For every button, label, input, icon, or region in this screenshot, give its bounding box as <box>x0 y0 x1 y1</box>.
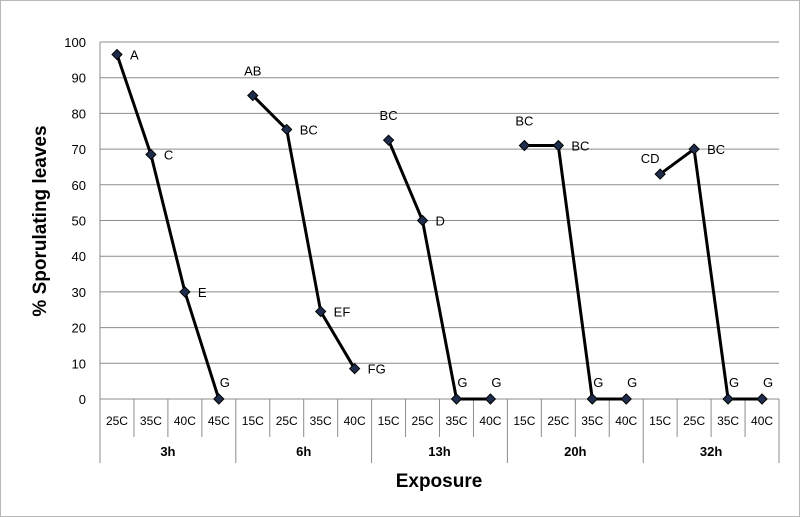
data-point-marker <box>654 168 666 180</box>
x-category-label: 40C <box>174 414 196 428</box>
y-tick-label: 50 <box>72 214 86 229</box>
data-point-marker <box>179 286 191 298</box>
x-category-label: 25C <box>412 414 434 428</box>
y-tick-label: 70 <box>72 142 86 157</box>
significance-letter: G <box>593 375 603 390</box>
y-tick-label: 40 <box>72 249 86 264</box>
series-line-3h <box>115 54 221 400</box>
x-group-label: 6h <box>296 444 311 459</box>
significance-letters: A C E G AB BC EF FG BC D G G BC BC G G CD BC G G <box>130 47 773 390</box>
x-group-label: 32h <box>700 444 722 459</box>
x-category-label: 15C <box>649 414 671 428</box>
data-point-marker <box>416 214 429 227</box>
y-tick-label: 90 <box>72 71 86 86</box>
x-category-label: 40C <box>479 414 501 428</box>
y-tick-labels: 0 10 20 30 40 50 60 70 80 90 100 <box>64 35 86 407</box>
data-markers <box>111 48 768 405</box>
significance-letter: BC <box>380 108 398 123</box>
data-point-marker <box>348 362 361 375</box>
y-tick-label: 30 <box>72 285 86 300</box>
x-axis: 25C 35C 40C 45C 3h 15C 25C 35C 40C 6h 15C 25C 35C 40C… <box>99 399 780 463</box>
significance-letter: G <box>627 375 637 390</box>
significance-letter: G <box>763 375 773 390</box>
data-point-marker <box>450 393 463 405</box>
data-point-marker <box>756 393 768 405</box>
significance-letter: E <box>198 285 207 300</box>
data-point-marker <box>688 143 700 155</box>
data-point-marker <box>722 393 734 405</box>
y-axis-title: % Sporulating leaves <box>30 125 51 316</box>
x-category-label: 15C <box>378 414 400 428</box>
significance-letter: D <box>436 214 445 229</box>
x-category-label: 35C <box>140 414 162 428</box>
significance-letter: A <box>130 47 139 62</box>
data-point-marker <box>213 393 225 405</box>
series-lines <box>115 54 762 401</box>
significance-letter: BC <box>515 114 533 129</box>
series-line-20h <box>524 144 627 401</box>
x-category-label: 40C <box>751 414 773 428</box>
data-point-marker <box>247 89 259 102</box>
significance-letter: BC <box>300 122 318 137</box>
data-point-marker <box>586 393 598 405</box>
x-group-label: 13h <box>428 444 450 459</box>
significance-letter: BC <box>707 142 725 157</box>
data-point-marker <box>314 305 327 318</box>
x-category-label: 25C <box>683 414 705 428</box>
series-line-32h <box>659 146 762 401</box>
x-category-label: 45C <box>208 414 230 428</box>
significance-letter: FG <box>368 362 386 377</box>
significance-letter: G <box>220 375 230 390</box>
data-point-marker <box>620 393 632 405</box>
significance-letter: BC <box>571 139 589 154</box>
data-point-marker <box>111 48 123 61</box>
x-category-label: 15C <box>513 414 535 428</box>
x-category-label: 35C <box>581 414 603 428</box>
y-tick-label: 0 <box>79 392 86 407</box>
data-point-marker <box>281 123 293 136</box>
x-axis-title: Exposure <box>396 471 483 492</box>
y-tick-label: 10 <box>72 356 86 371</box>
data-point-marker <box>484 393 497 405</box>
significance-letter: G <box>491 375 501 390</box>
significance-letter: G <box>457 375 467 390</box>
x-category-label: 35C <box>445 414 467 428</box>
x-group-label: 3h <box>160 444 175 459</box>
y-tick-label: 20 <box>72 321 86 336</box>
x-category-label: 40C <box>344 414 366 428</box>
data-point-marker <box>552 139 565 152</box>
x-category-label: 35C <box>310 414 332 428</box>
x-category-label: 25C <box>276 414 298 428</box>
x-category-label: 25C <box>106 414 128 428</box>
y-tick-label: 100 <box>64 35 86 50</box>
significance-letter: C <box>164 147 173 162</box>
data-point-marker <box>382 134 395 146</box>
data-point-marker <box>518 139 531 152</box>
significance-letter: AB <box>244 64 261 79</box>
y-tick-label: 80 <box>72 106 86 121</box>
significance-letter: CD <box>641 151 660 166</box>
y-tick-label: 60 <box>72 178 86 193</box>
data-point-marker <box>145 148 157 161</box>
x-category-label: 40C <box>615 414 637 428</box>
series-line-13h <box>387 139 491 401</box>
series-line-6h <box>251 94 356 370</box>
x-category-label: 25C <box>547 414 569 428</box>
significance-letter: G <box>729 375 739 390</box>
significance-letter: EF <box>334 305 351 320</box>
x-category-label: 35C <box>717 414 739 428</box>
x-group-label: 20h <box>564 444 586 459</box>
x-category-label: 15C <box>242 414 264 428</box>
